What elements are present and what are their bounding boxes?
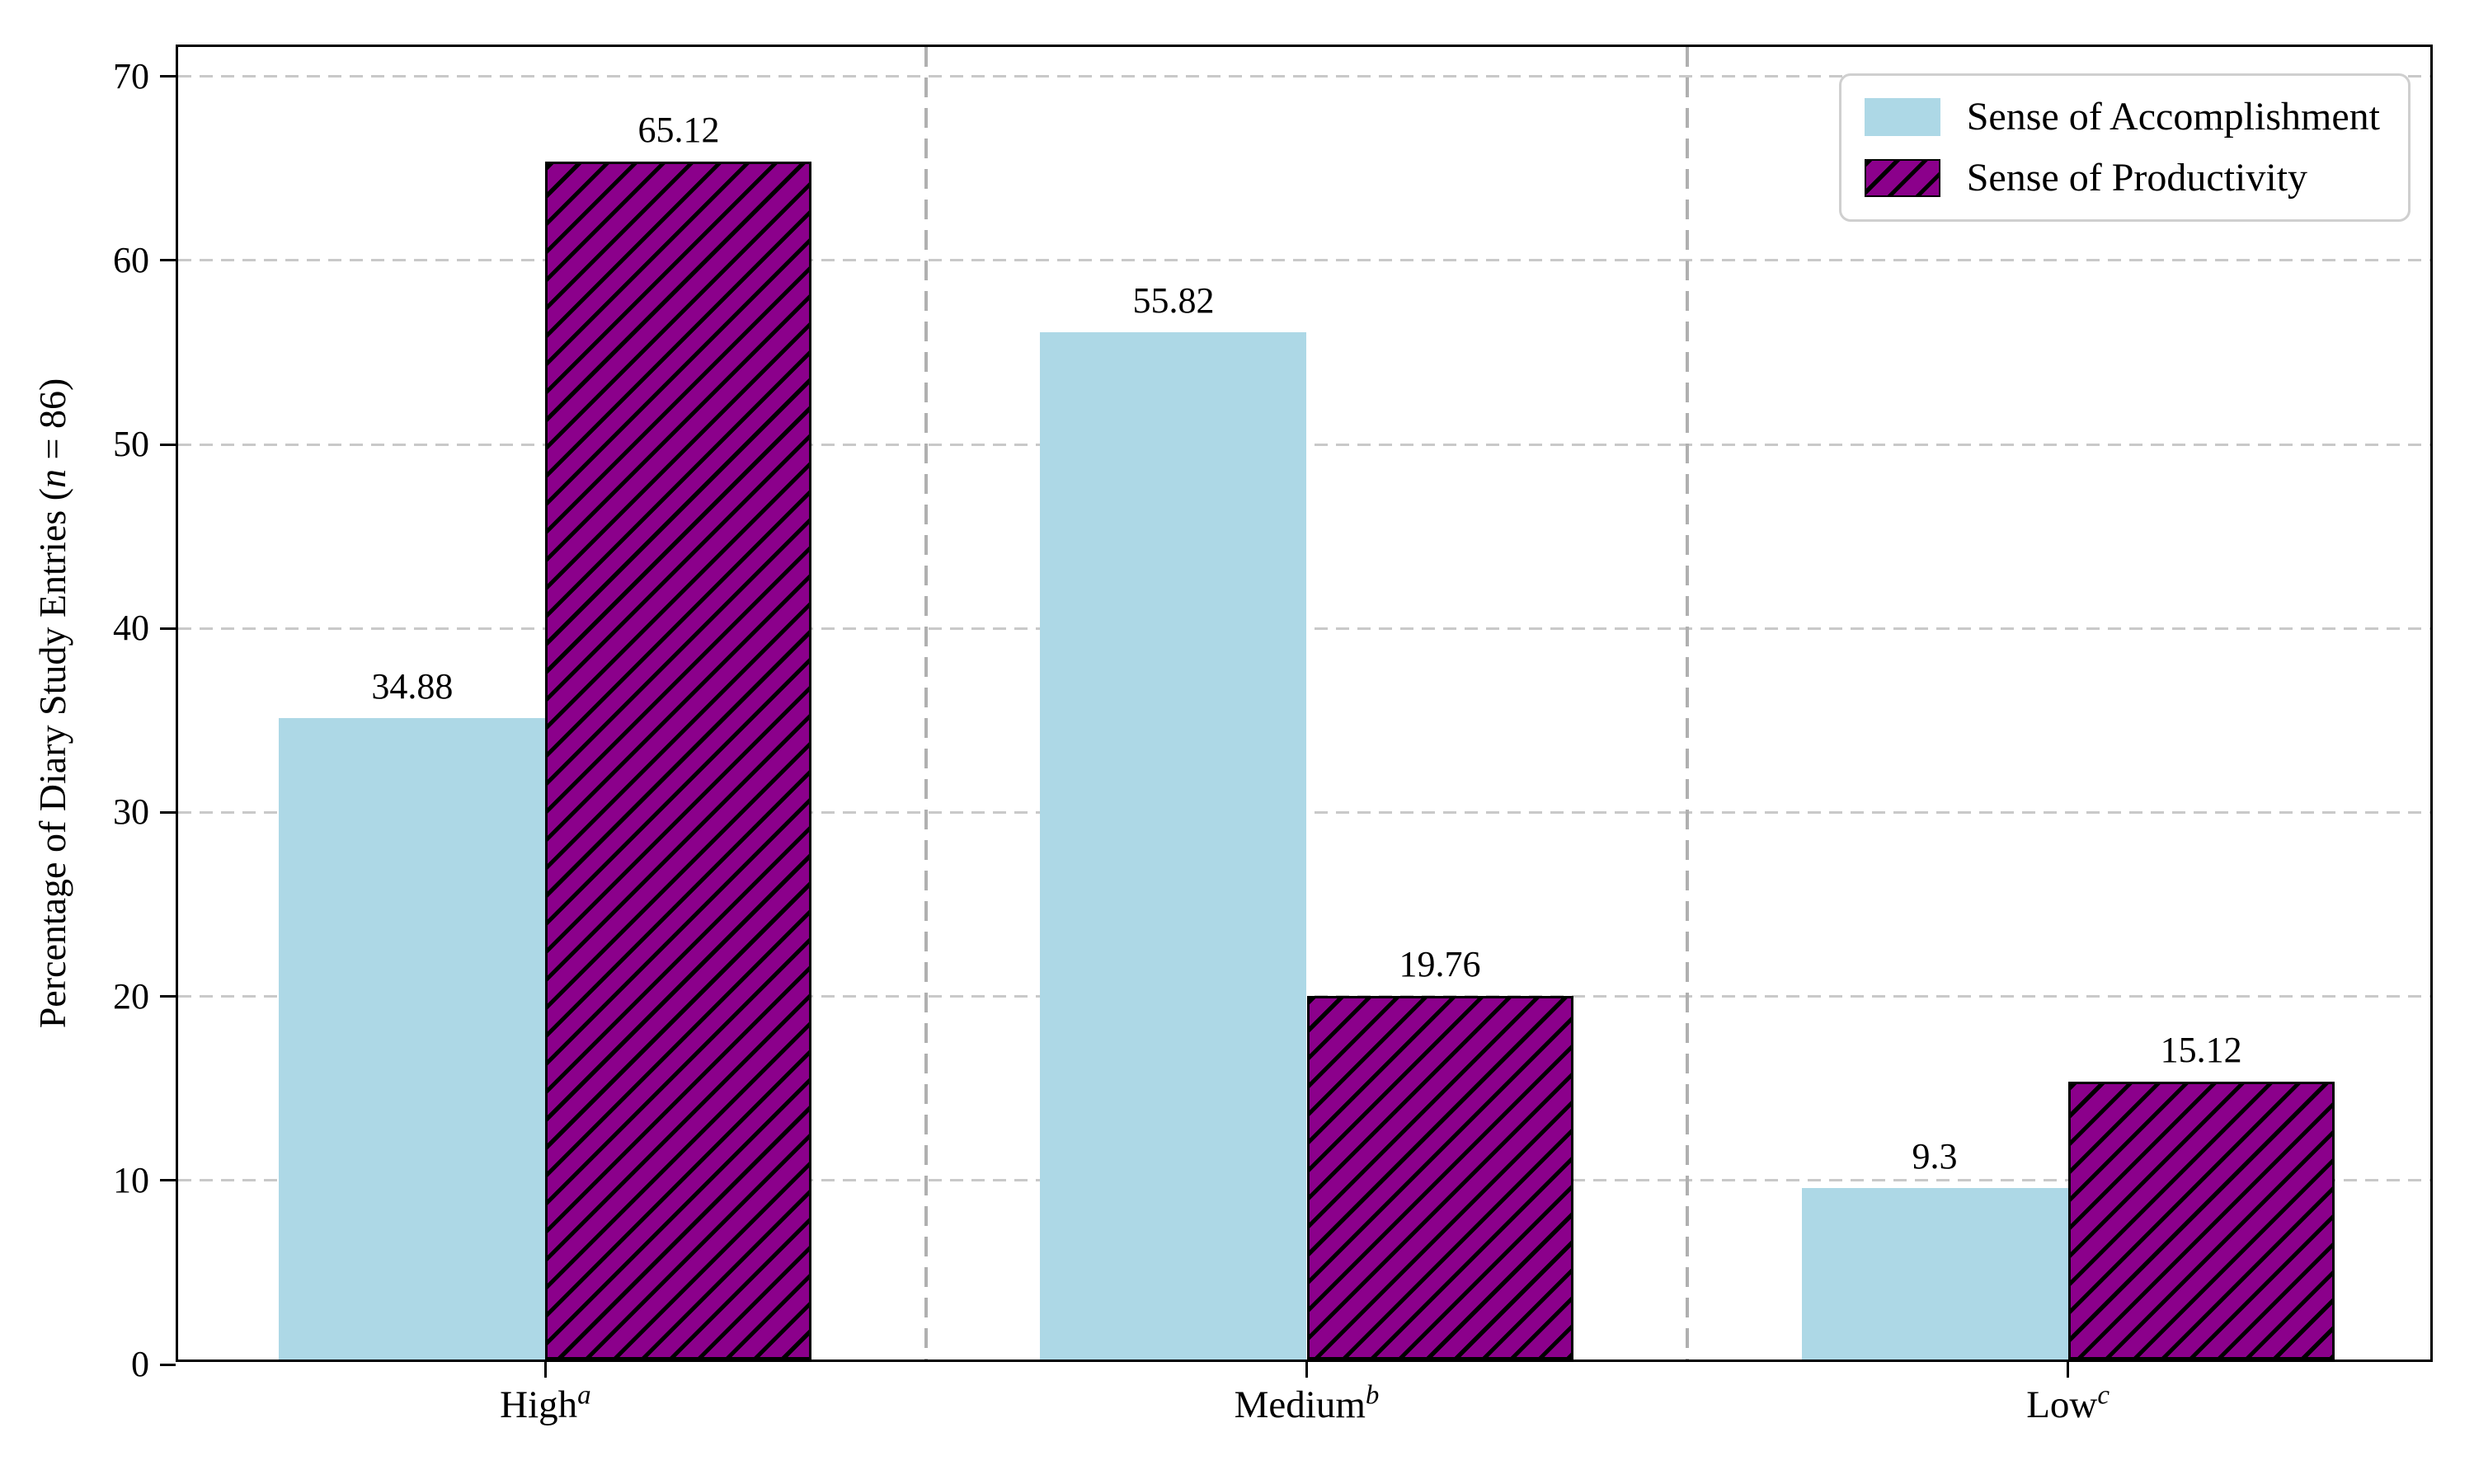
x-tick-label-low: Lowc: [2026, 1382, 2109, 1427]
y-tick-mark-0: [160, 1363, 176, 1366]
x-tick-mark-low: [2067, 1362, 2070, 1378]
y-tick-label-40: 40: [113, 608, 149, 649]
legend-label-productivity: Sense of Productivity: [1966, 156, 2308, 200]
x-tick-superscript: b: [1365, 1380, 1380, 1411]
y-tick-mark-20: [160, 995, 176, 998]
gridline-y-70: [178, 75, 2430, 78]
bar-value-label-accomplishment-medium: 55.82: [1132, 280, 1215, 322]
y-tick-mark-10: [160, 1179, 176, 1182]
x-tick-text: High: [500, 1383, 578, 1426]
x-tick-label-medium: Mediumb: [1234, 1382, 1380, 1427]
x-tick-text: Medium: [1234, 1383, 1366, 1426]
y-tick-label-0: 0: [131, 1344, 149, 1384]
bar-value-label-accomplishment-low: 9.3: [1912, 1136, 1958, 1177]
legend-item-productivity: Sense of Productivity: [1864, 156, 2380, 200]
y-axis-title-prefix: Percentage of Diary Study Entries (: [31, 487, 73, 1029]
bar-accomplishment-medium: [1040, 332, 1307, 1360]
x-tick-superscript: a: [577, 1380, 591, 1411]
bar-accomplishment-high: [279, 717, 546, 1360]
x-tick-text: Low: [2026, 1383, 2098, 1426]
bar-productivity-low: [2067, 1081, 2335, 1360]
bar-value-label-accomplishment-high: 34.88: [371, 665, 454, 707]
gridline-y-60: [178, 259, 2430, 262]
legend-swatch-productivity: [1864, 159, 1940, 197]
bar-value-label-productivity-medium: 19.76: [1399, 944, 1481, 984]
x-tick-label-high: Higha: [500, 1382, 591, 1427]
legend-swatch-accomplishment: [1864, 98, 1940, 136]
x-tick-mark-medium: [1305, 1362, 1308, 1378]
legend-item-accomplishment: Sense of Accomplishment: [1864, 95, 2380, 139]
bar-productivity-medium: [1306, 996, 1573, 1360]
y-tick-mark-40: [160, 627, 176, 630]
x-tick-superscript: c: [2097, 1380, 2109, 1411]
y-tick-mark-70: [160, 75, 176, 78]
group-separator-2: [1686, 47, 1690, 1360]
y-tick-mark-50: [160, 443, 176, 446]
bar-accomplishment-low: [1801, 1188, 2068, 1360]
bar-productivity-high: [545, 161, 812, 1360]
bar-value-label-productivity-low: 15.12: [2160, 1029, 2242, 1070]
y-tick-label-30: 30: [113, 791, 149, 833]
y-tick-label-20: 20: [113, 975, 149, 1017]
legend-label-accomplishment: Sense of Accomplishment: [1966, 95, 2380, 139]
group-separator-1: [924, 47, 928, 1360]
y-tick-mark-30: [160, 810, 176, 814]
y-tick-label-50: 50: [113, 424, 149, 465]
y-tick-label-60: 60: [113, 239, 149, 280]
y-tick-label-70: 70: [113, 55, 149, 96]
plot-area: 34.88 55.82 9.3 65.12 19.76 15.12 0 10 20 30 40 50…: [113, 45, 2433, 1426]
bar-value-label-productivity-high: 65.12: [637, 109, 720, 150]
y-tick-label-10: 10: [113, 1159, 149, 1200]
x-tick-mark-high: [543, 1362, 547, 1378]
legend: Sense of Accomplishment Sense of Product…: [1838, 73, 2411, 222]
y-axis-title: Percentage of Diary Study Entries (n = 8…: [31, 378, 73, 1029]
y-tick-mark-60: [160, 259, 176, 262]
y-axis-title-italic-n: n: [31, 468, 73, 488]
